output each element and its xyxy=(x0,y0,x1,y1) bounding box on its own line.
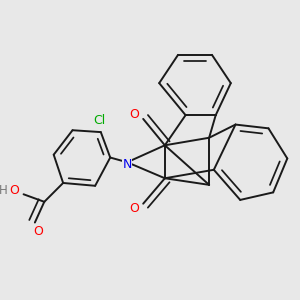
Text: H: H xyxy=(0,184,7,197)
Text: O: O xyxy=(9,184,19,197)
Text: O: O xyxy=(34,225,44,239)
Text: O: O xyxy=(129,108,139,121)
Text: N: N xyxy=(122,158,132,171)
Text: Cl: Cl xyxy=(93,114,105,127)
Text: O: O xyxy=(129,202,139,215)
